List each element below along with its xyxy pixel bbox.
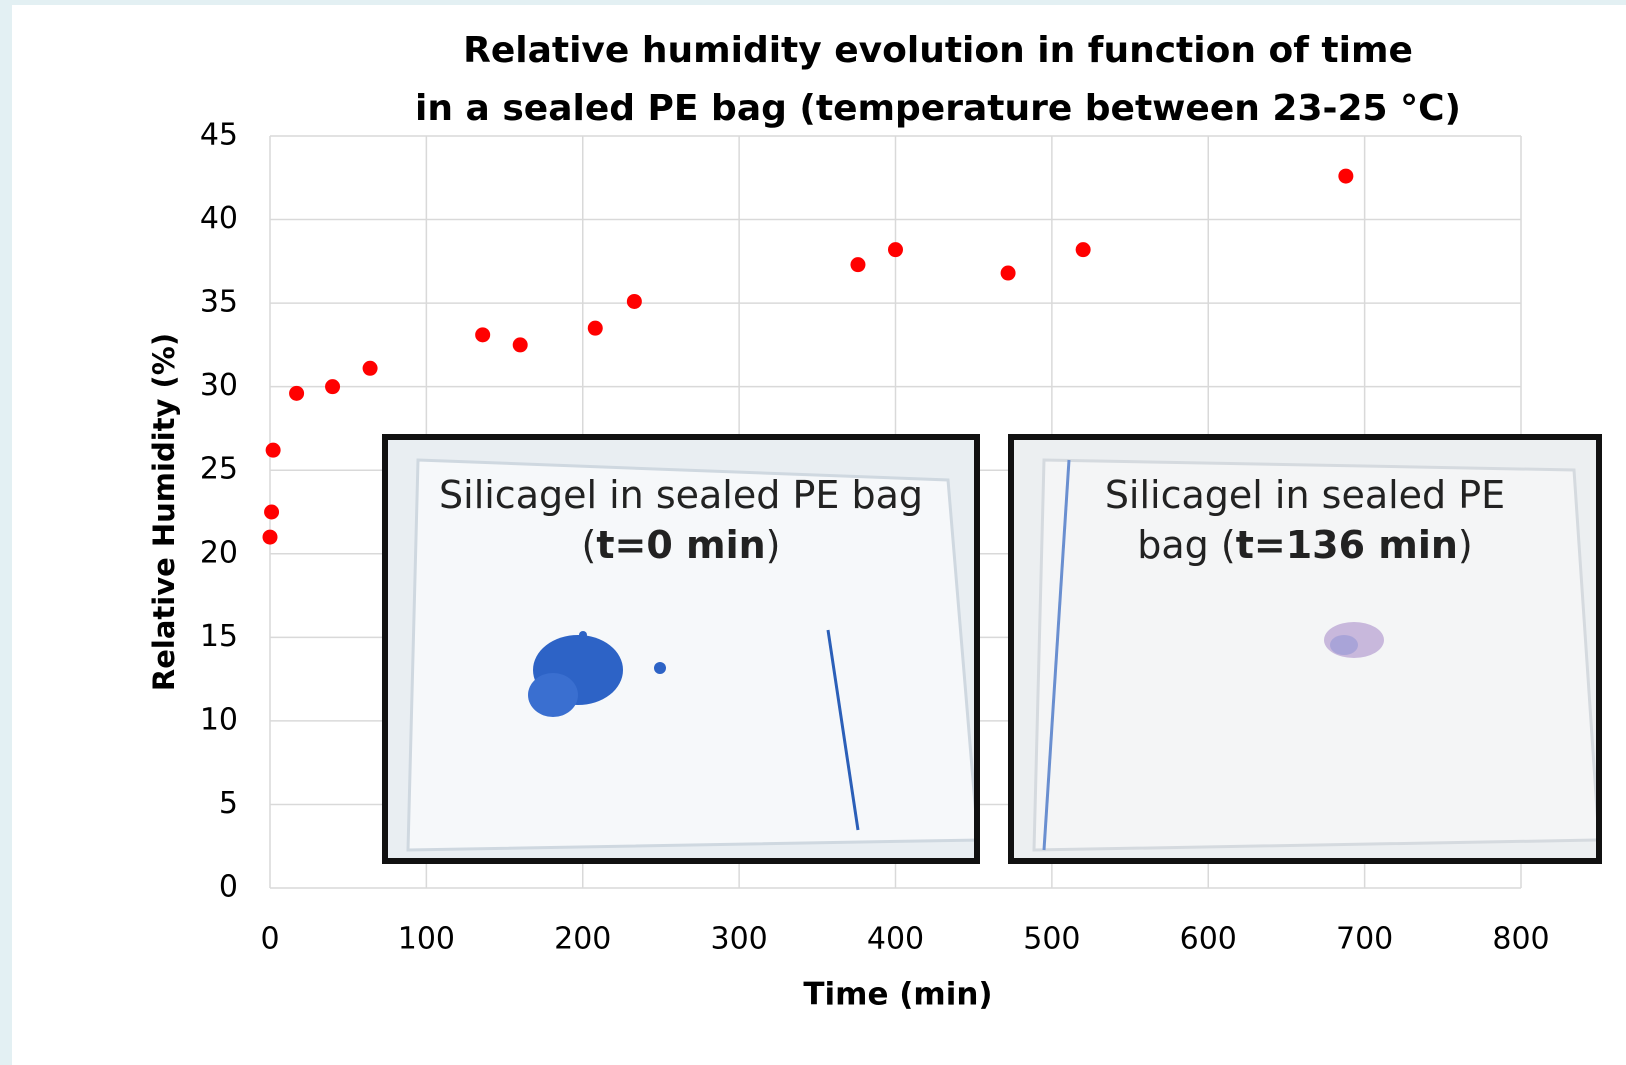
x-tick-label: 0 — [260, 922, 279, 957]
y-tick-label: 0 — [219, 870, 238, 905]
x-tick-label: 400 — [867, 922, 924, 957]
data-point — [888, 242, 903, 258]
caption-bold: t=136 min — [1235, 523, 1458, 567]
photo-inset: Silicagel in sealed PE bag (t=136 min) — [1008, 434, 1602, 864]
y-axis-title: Relative Humidity (%) — [147, 333, 181, 691]
caption-end: ) — [765, 523, 781, 567]
data-point — [1075, 242, 1091, 258]
chart-subtitle: in a sealed PE bag (temperature between … — [415, 88, 1461, 129]
photo — [388, 440, 974, 858]
data-point — [265, 442, 281, 458]
y-tick-label: 25 — [200, 452, 238, 487]
inset-caption: Silicagel in sealed PE bag (t=136 min) — [1014, 470, 1596, 570]
caption-end: ) — [1457, 523, 1473, 567]
data-point — [325, 379, 341, 395]
photo — [1014, 440, 1596, 858]
x-tick-label: 700 — [1336, 922, 1393, 957]
x-tick-label: 300 — [710, 922, 767, 957]
data-point — [1338, 168, 1354, 184]
data-point — [1000, 265, 1016, 281]
x-tick-label: 500 — [1023, 922, 1080, 957]
data-point — [626, 293, 642, 309]
data-point — [262, 529, 278, 545]
chart-title: Relative humidity evolution in function … — [463, 30, 1413, 71]
caption-text: Silicagel in sealed PE bag ( — [1104, 473, 1506, 567]
inset-caption: Silicagel in sealed PE bag (t=0 min) — [388, 470, 974, 570]
data-point — [289, 385, 305, 401]
data-point — [475, 327, 491, 343]
x-tick-label: 600 — [1180, 922, 1237, 957]
y-tick-label: 15 — [200, 619, 238, 654]
y-tick-label: 5 — [219, 786, 238, 821]
data-point — [850, 257, 866, 273]
y-tick-label: 45 — [200, 118, 238, 153]
y-tick-label: 35 — [200, 285, 238, 320]
x-tick-label: 200 — [554, 922, 611, 957]
data-point — [587, 320, 603, 336]
y-tick-label: 40 — [200, 201, 238, 236]
y-tick-label: 10 — [200, 702, 238, 737]
photo-inset: Silicagel in sealed PE bag (t=0 min) — [382, 434, 980, 864]
data-point — [362, 360, 378, 376]
data-point — [512, 337, 528, 353]
x-axis-title: Time (min) — [803, 977, 992, 1013]
caption-text: Silicagel in sealed PE bag ( — [439, 473, 923, 567]
y-tick-label: 20 — [200, 535, 238, 570]
x-tick-label: 100 — [398, 922, 455, 957]
data-point — [264, 504, 280, 520]
caption-bold: t=0 min — [596, 523, 766, 567]
y-tick-label: 30 — [200, 368, 238, 403]
x-tick-label: 800 — [1492, 922, 1549, 957]
